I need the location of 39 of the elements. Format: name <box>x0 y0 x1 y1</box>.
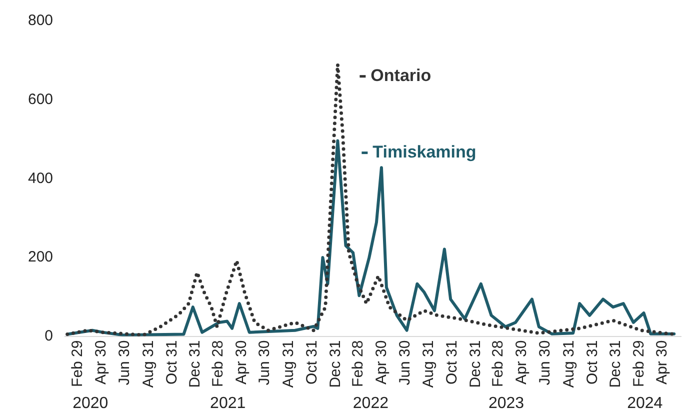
x-tick-label: Feb 29 <box>69 340 86 387</box>
x-tick-label: Aug 31 <box>280 340 298 388</box>
y-tick-label: 0 <box>44 327 54 344</box>
x-tick-label: Feb 28 <box>350 340 367 387</box>
line-series <box>66 62 676 336</box>
x-tick-label: Jun 30 <box>256 340 274 386</box>
x-tick-label: Apr 30 <box>92 340 110 384</box>
x-tick-label: Oct 31 <box>444 340 461 384</box>
y-tick-label: 400 <box>28 170 54 187</box>
y-tick-label: 800 <box>28 12 54 30</box>
legend-label: Ontario <box>370 66 432 86</box>
x-tick-label: Aug 31 <box>140 340 157 388</box>
x-tick-label: Jun 30 <box>536 340 554 386</box>
x2-tick-label: 2021 <box>210 394 246 412</box>
legend-label: Timiskaming <box>372 142 476 162</box>
x-tick-label: Apr 30 <box>232 340 250 384</box>
x-tick-label: Aug 31 <box>560 340 578 388</box>
x-tick-label: Jun 30 <box>116 340 134 386</box>
x2-tick-label: 2023 <box>488 394 524 412</box>
x-tick-label: Apr 30 <box>372 340 390 384</box>
x-tick-label: Jun 30 <box>396 340 414 386</box>
x-tick-label: Feb 28 <box>209 340 226 387</box>
x-tick-label: Feb 29 <box>630 340 648 387</box>
x2-tick-label: 2020 <box>72 394 108 412</box>
x-tick-label: Oct 31 <box>584 340 601 384</box>
x-tick-label: Apr 30 <box>654 340 671 384</box>
x-tick-label: Dec 31 <box>326 340 344 388</box>
y-tick-label: 200 <box>28 248 54 266</box>
x-tick-label: Aug 31 <box>420 340 438 388</box>
x2-tick-label: 2022 <box>352 394 389 412</box>
x-tick-label: Dec 31 <box>607 340 624 388</box>
x2-tick-label: 2024 <box>627 394 663 412</box>
x-tick-label: Apr 30 <box>513 340 530 384</box>
y-tick-label: 600 <box>28 90 54 108</box>
x-tick-label: Feb 28 <box>490 340 507 387</box>
x-tick-label: Dec 31 <box>186 340 204 388</box>
x-tick-label: Oct 31 <box>303 340 320 384</box>
x-tick-label: Oct 31 <box>163 340 180 384</box>
x-tick-label: Dec 31 <box>467 340 484 388</box>
